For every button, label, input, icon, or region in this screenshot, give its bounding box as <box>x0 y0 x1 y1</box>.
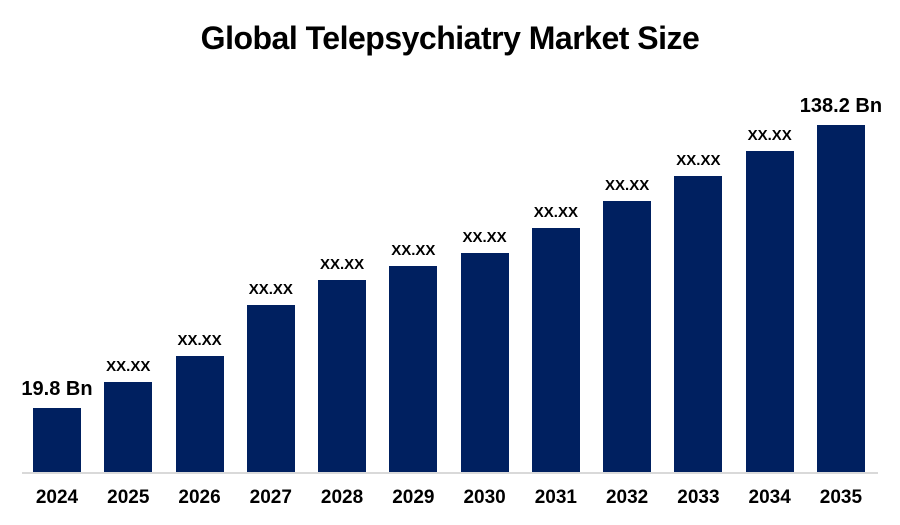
x-axis-label-2034: 2034 <box>748 487 791 508</box>
bar-group-2026: XX.XX <box>175 52 224 472</box>
bars-area: 19.8 Bn XX.XX XX.XX XX.XX XX.XX XX.XX XX… <box>21 52 882 472</box>
x-axis-label-2031: 2031 <box>534 487 577 508</box>
bar-2035 <box>816 125 865 472</box>
bar-group-2027: XX.XX <box>246 52 295 472</box>
bar-group-2029: XX.XX <box>389 52 438 472</box>
bar-2033 <box>674 176 723 472</box>
x-axis-label-2033: 2033 <box>677 487 720 508</box>
bar-value-label-2031: XX.XX <box>533 204 578 221</box>
bar-value-label-2026: XX.XX <box>177 332 222 349</box>
bar-2028 <box>318 280 367 472</box>
bar-group-2028: XX.XX <box>318 52 367 472</box>
bar-2031 <box>531 228 580 472</box>
bar-group-2035: 138.2 Bn <box>800 52 882 472</box>
bar-value-label-2024: 19.8 Bn <box>21 378 93 400</box>
x-axis-label-2032: 2032 <box>605 487 649 508</box>
bar-2025 <box>104 382 153 472</box>
bar-2029 <box>389 266 438 472</box>
x-axis-label-2026: 2026 <box>178 487 221 508</box>
bar-value-label-2025: XX.XX <box>106 358 151 375</box>
bar-2027 <box>246 305 295 472</box>
x-axis-label-2035: 2035 <box>819 487 863 508</box>
bar-group-2032: XX.XX <box>603 52 652 472</box>
bar-2034 <box>745 151 794 472</box>
bar-value-label-2034: XX.XX <box>747 127 792 144</box>
bar-group-2034: XX.XX <box>745 52 794 472</box>
x-axis-label-2027: 2027 <box>249 487 292 508</box>
bar-group-2031: XX.XX <box>531 52 580 472</box>
bar-value-label-2028: XX.XX <box>319 256 365 273</box>
bar-group-2024: 19.8 Bn <box>21 52 93 472</box>
x-axis-label-2029: 2029 <box>392 487 435 508</box>
chart-title: Global Telepsychiatry Market Size <box>200 20 700 56</box>
bar-group-2033: XX.XX <box>674 52 723 472</box>
bar-value-label-2027: XX.XX <box>248 281 293 298</box>
bar-value-label-2032: XX.XX <box>605 177 650 194</box>
x-axis-label-2030: 2030 <box>463 487 506 508</box>
x-axis-label-2028: 2028 <box>320 487 364 508</box>
bar-2032 <box>603 201 652 472</box>
bar-2026 <box>175 356 224 472</box>
bar-2030 <box>460 253 509 472</box>
bar-group-2030: XX.XX <box>460 52 509 472</box>
bar-2024 <box>33 408 81 472</box>
x-axis-label-2024: 2024 <box>35 487 79 508</box>
x-axis-line <box>22 472 878 474</box>
bar-value-label-2033: XX.XX <box>676 152 721 169</box>
x-axis-labels: 2024 2025 2026 2027 2028 2029 2030 2031 … <box>33 487 865 509</box>
x-axis-label-2025: 2025 <box>107 487 150 508</box>
bar-value-label-2035: 138.2 Bn <box>799 95 883 117</box>
bar-value-label-2029: XX.XX <box>391 242 436 259</box>
bar-value-label-2030: XX.XX <box>462 229 507 246</box>
bar-group-2025: XX.XX <box>104 52 153 472</box>
